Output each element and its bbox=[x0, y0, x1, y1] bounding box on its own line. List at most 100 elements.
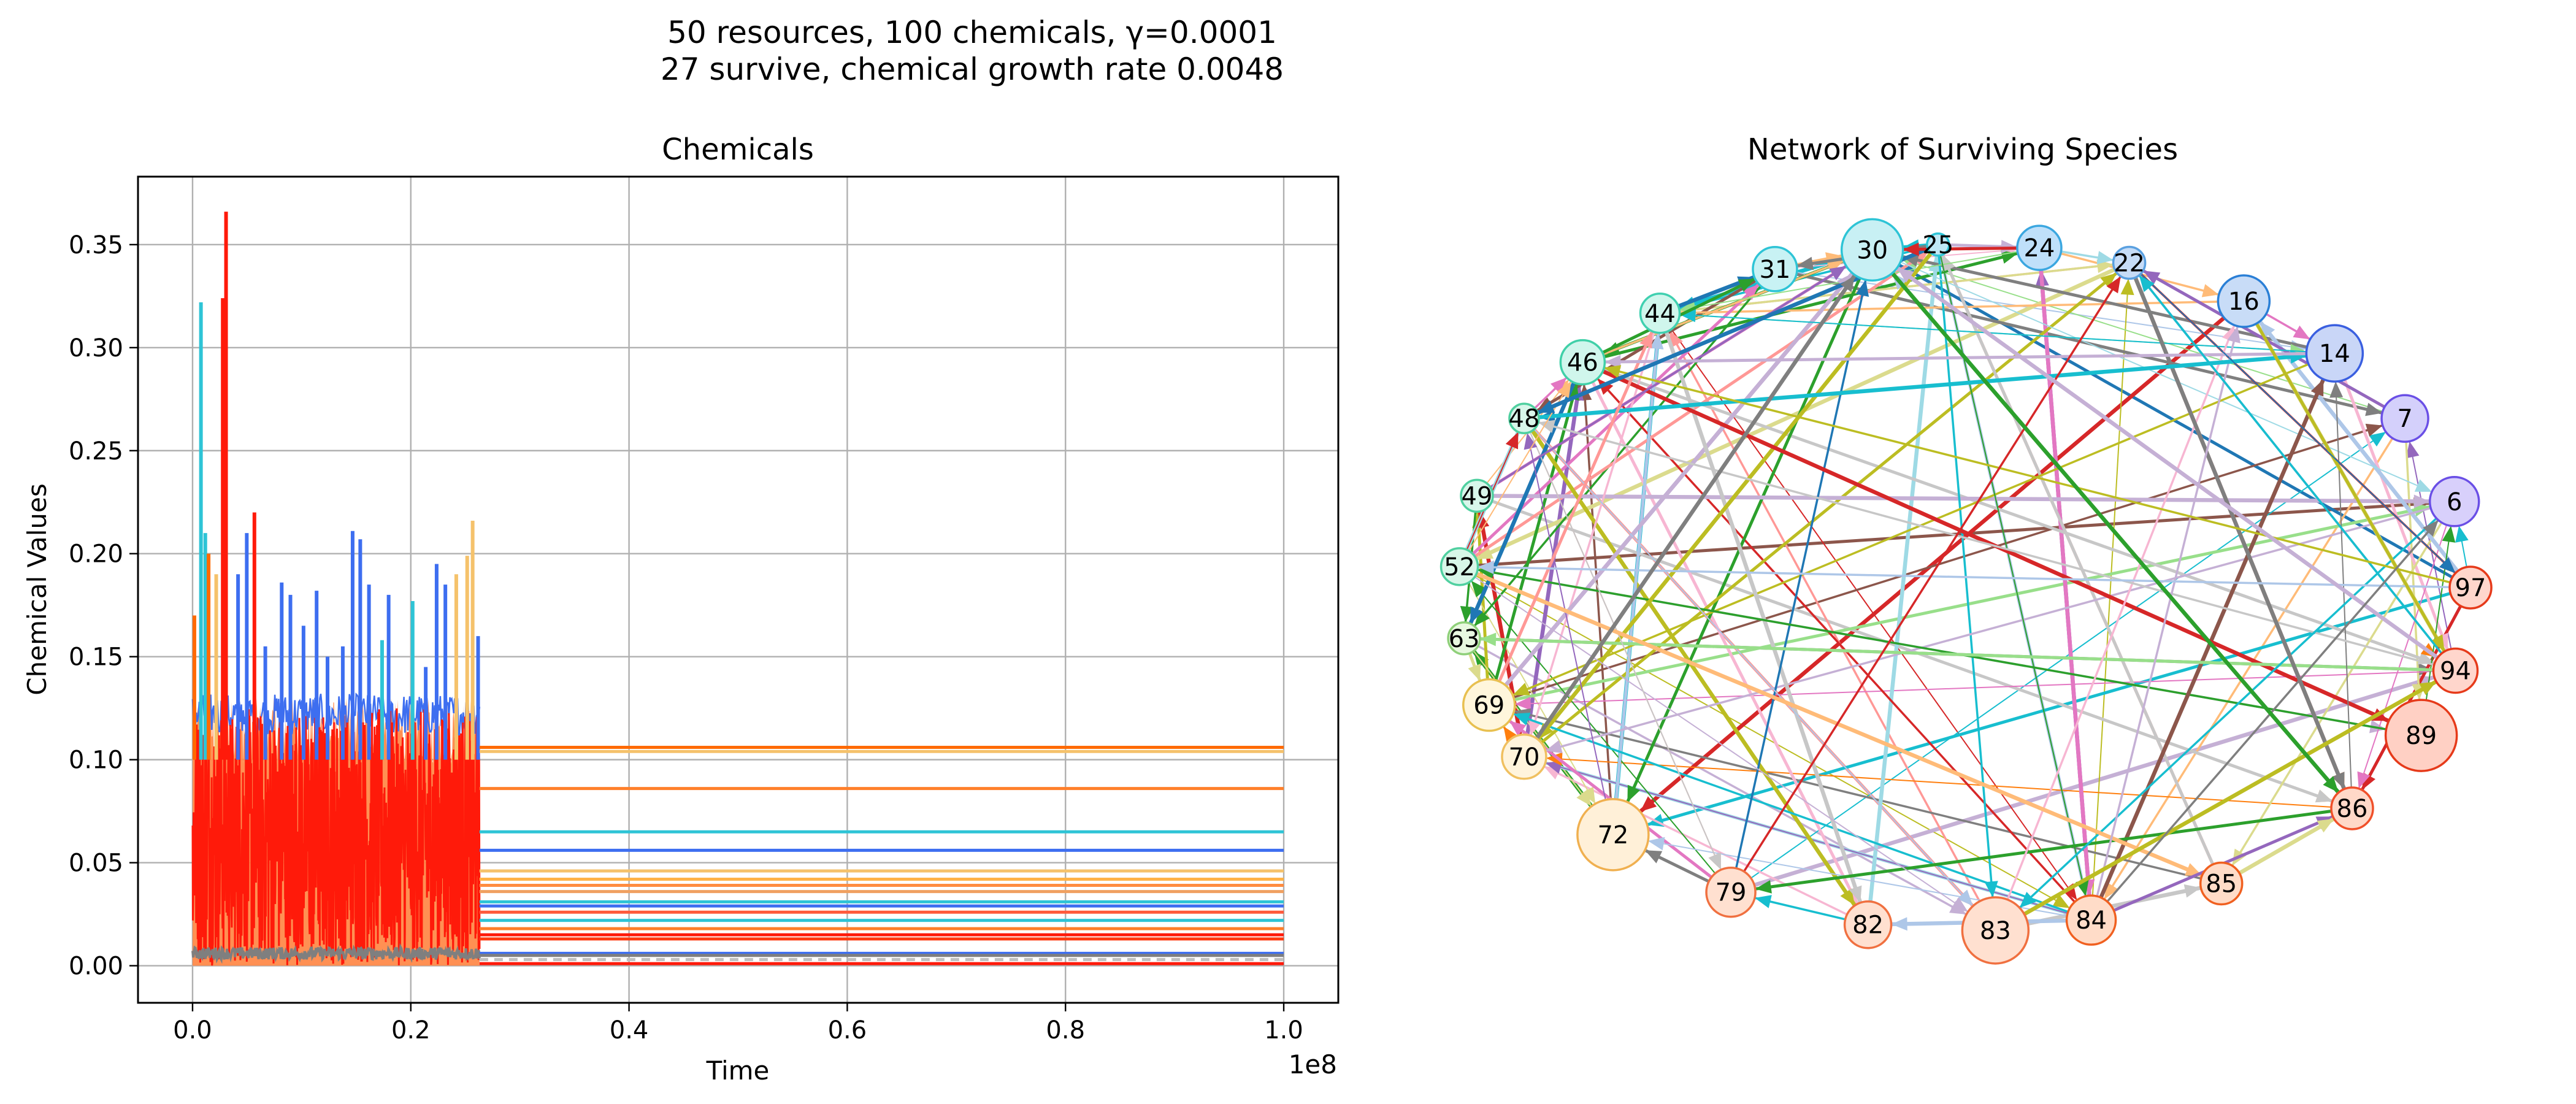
network-edge-arrow bbox=[2106, 276, 2121, 294]
network-edge bbox=[1524, 418, 1974, 907]
network-edge bbox=[1529, 313, 1662, 736]
network-node-22: 22 bbox=[2112, 245, 2147, 280]
network-node-label: 48 bbox=[1509, 405, 1540, 433]
network-node-label: 22 bbox=[2114, 250, 2145, 278]
network-edge bbox=[1489, 424, 2383, 707]
network-edge-arrow bbox=[2442, 526, 2456, 543]
figure-title-line1: 50 resources, 100 chemicals, γ=0.0001 bbox=[667, 15, 1277, 50]
network-edge bbox=[2242, 300, 2446, 653]
network-node-circle bbox=[1639, 293, 1681, 334]
network-node-label: 97 bbox=[2455, 574, 2486, 602]
y-tick-label: 0.20 bbox=[69, 540, 123, 569]
network-edge bbox=[1524, 418, 1722, 870]
network-node-24: 24 bbox=[2016, 224, 2063, 271]
network-edge bbox=[1463, 638, 1592, 807]
network-edge-arrow bbox=[2139, 275, 2155, 292]
network-node-label: 46 bbox=[1567, 349, 1598, 377]
network-edge bbox=[1538, 421, 2456, 672]
network-node-63: 63 bbox=[1447, 621, 1481, 656]
network-node-label: 86 bbox=[2337, 795, 2368, 823]
network-edge-arrow bbox=[1513, 713, 1531, 726]
network-node-circle bbox=[1840, 218, 1904, 282]
network-node-circle bbox=[1843, 900, 1893, 949]
network-node-label: 84 bbox=[2076, 907, 2107, 935]
network-node-label: 63 bbox=[1449, 625, 1480, 653]
y-axis-label: Chemical Values bbox=[22, 483, 52, 695]
network-node-circle bbox=[2199, 861, 2244, 906]
network-edge-arrow bbox=[2019, 892, 2036, 908]
network-edge-arrow bbox=[1576, 789, 1592, 807]
network-edge-arrow bbox=[2365, 402, 2383, 416]
x-tick-label: 0.4 bbox=[610, 1016, 649, 1045]
network-node-circle bbox=[1559, 339, 1606, 386]
transient-blue-trace bbox=[191, 692, 481, 736]
y-tick-label: 0.00 bbox=[69, 953, 123, 981]
x-axis-ticks: 0.0 0.2 0.4 0.6 0.8 1.0 bbox=[173, 1003, 1303, 1045]
network-node-label: 16 bbox=[2228, 288, 2260, 316]
network-node-circle bbox=[1508, 402, 1540, 434]
network-edge bbox=[1459, 566, 1596, 805]
network-node-label: 69 bbox=[1473, 692, 1505, 720]
y-tick-label: 0.35 bbox=[69, 231, 123, 259]
network-edge bbox=[1546, 757, 2353, 809]
network-edge bbox=[2142, 269, 2406, 420]
network-node-label: 24 bbox=[2023, 234, 2055, 263]
network-node-6: 6 bbox=[2428, 476, 2480, 527]
network-edge-arrow bbox=[1708, 852, 1722, 870]
network-edge bbox=[1545, 500, 2455, 752]
network-node-30: 30 bbox=[1840, 218, 1904, 282]
network-node-84: 84 bbox=[2065, 894, 2117, 946]
network-edge-arrow bbox=[1891, 917, 1907, 931]
network-edge-arrow bbox=[2455, 526, 2469, 543]
x-axis-label: Time bbox=[706, 1056, 770, 1086]
network-edge-arrow bbox=[2143, 270, 2161, 285]
network-node-circle bbox=[2065, 894, 2117, 946]
network-node-86: 86 bbox=[2330, 786, 2374, 830]
network-edge bbox=[1473, 268, 1776, 627]
network-edge-arrow bbox=[1849, 885, 1862, 903]
network-edge-arrow bbox=[1755, 880, 1772, 894]
network-edge-arrow bbox=[2423, 520, 2439, 537]
chemicals-chart: Chemicals 0.0 0.2 0.4 0.6 0.8 1.0 0.00 0.05 0.1… bbox=[22, 132, 1340, 1086]
network-edge bbox=[1730, 275, 2122, 893]
network-edge-arrow bbox=[1505, 432, 1519, 450]
network-edge bbox=[1459, 565, 1969, 913]
network-edge-arrow bbox=[2332, 772, 2345, 789]
network-node-circle bbox=[2428, 476, 2480, 527]
network-edge-arrow bbox=[1478, 561, 1494, 574]
network-node-82: 82 bbox=[1843, 900, 1893, 949]
network-node-44: 44 bbox=[1639, 293, 1681, 334]
network-node-circle bbox=[1447, 621, 1481, 656]
network-edge bbox=[1463, 637, 1967, 916]
network-node-circle bbox=[2448, 565, 2493, 610]
network-edge bbox=[1774, 268, 2307, 350]
network-edge bbox=[2335, 381, 2353, 808]
y-tick-label: 0.05 bbox=[69, 849, 123, 878]
network-edge-arrow bbox=[1855, 280, 1869, 297]
network-edge bbox=[1487, 383, 1579, 706]
network-edge bbox=[2258, 320, 2472, 589]
network-node-83: 83 bbox=[1961, 896, 2030, 965]
network-edge-arrow bbox=[1604, 355, 1621, 369]
network-edge bbox=[1522, 274, 1857, 758]
network-node-46: 46 bbox=[1559, 339, 1606, 386]
network-edge-arrow bbox=[1503, 726, 1519, 743]
network-edge bbox=[1458, 283, 1760, 568]
network-edge bbox=[1476, 379, 1570, 496]
network-edge-arrow bbox=[2369, 719, 2386, 734]
x-tick-label: 0.8 bbox=[1046, 1016, 1085, 1045]
network-node-circle bbox=[2217, 274, 2271, 328]
network-edge bbox=[1659, 313, 2078, 901]
y-axis-ticks: 0.00 0.05 0.10 0.15 0.20 0.25 0.30 0.35 bbox=[69, 231, 138, 981]
network-edge bbox=[2127, 262, 2347, 790]
network-node-label: 31 bbox=[1759, 256, 1790, 284]
network-edge bbox=[1459, 564, 2203, 878]
network-node-circle bbox=[1752, 246, 1798, 293]
network-node-14: 14 bbox=[2305, 324, 2364, 383]
network-edge bbox=[1582, 360, 2390, 723]
network-node-label: 49 bbox=[1462, 482, 1493, 510]
network-edge bbox=[1896, 266, 2457, 673]
network-node-label: 89 bbox=[2405, 722, 2437, 750]
